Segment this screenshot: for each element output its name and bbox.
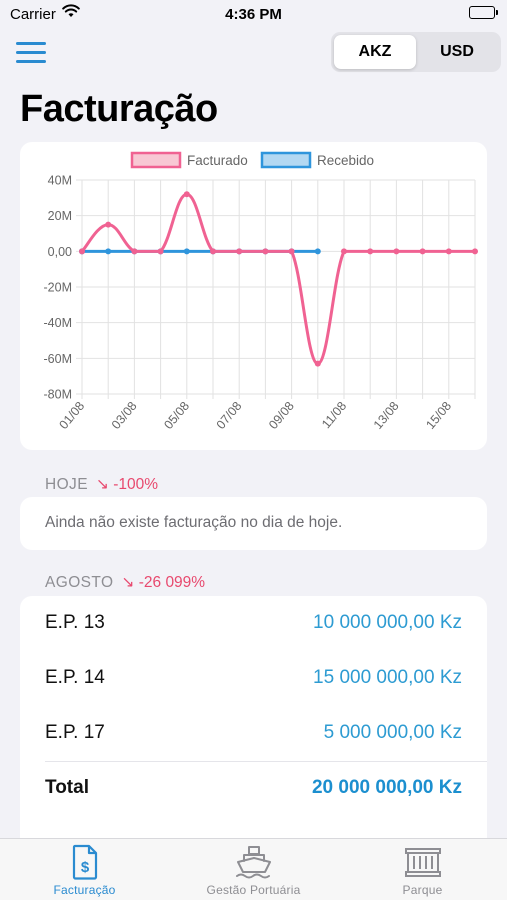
row-value: 5 000 000,00 Kz bbox=[323, 722, 462, 743]
month-card: E.P. 13 10 000 000,00 Kz E.P. 14 15 000 … bbox=[20, 596, 487, 846]
page-title: Facturação bbox=[20, 88, 218, 130]
row-label: E.P. 14 bbox=[45, 667, 105, 688]
total-row: Total 20 000 000,00 Kz bbox=[20, 761, 487, 816]
today-message: Ainda não existe facturação no dia de ho… bbox=[45, 514, 343, 531]
y-tick-label: 20M bbox=[48, 209, 72, 223]
battery-icon bbox=[469, 6, 498, 19]
total-label: Total bbox=[45, 777, 89, 798]
data-point-facturado bbox=[131, 248, 138, 255]
month-label: AGOSTO bbox=[45, 574, 114, 591]
y-tick-label: -40M bbox=[44, 316, 72, 330]
data-point-facturado bbox=[79, 248, 85, 255]
row-label: E.P. 17 bbox=[45, 722, 105, 743]
x-tick-label: 15/08 bbox=[423, 399, 454, 432]
list-item[interactable]: E.P. 17 5 000 000,00 Kz bbox=[20, 706, 487, 761]
y-tick-label: -80M bbox=[44, 388, 72, 402]
y-tick-label: 40M bbox=[48, 174, 72, 188]
tab-bar: $ Facturação Gestão Portuária bbox=[0, 838, 507, 900]
today-trend: ↘ -100% bbox=[95, 476, 159, 493]
row-value: 10 000 000,00 Kz bbox=[313, 612, 462, 633]
legend-swatch-recebido bbox=[260, 151, 312, 169]
data-point-facturado bbox=[210, 248, 216, 255]
data-point-facturado bbox=[445, 248, 452, 255]
svg-text:$: $ bbox=[80, 859, 89, 876]
data-point-facturado bbox=[367, 248, 374, 255]
data-point-facturado bbox=[288, 248, 295, 255]
divider bbox=[45, 761, 487, 762]
x-tick-label: 07/08 bbox=[214, 399, 245, 432]
row-label: E.P. 13 bbox=[45, 612, 105, 633]
legend-swatch-facturado bbox=[130, 151, 182, 169]
row-value: 15 000 000,00 Kz bbox=[313, 667, 462, 688]
x-tick-label: 11/08 bbox=[319, 399, 349, 431]
total-value: 20 000 000,00 Kz bbox=[311, 777, 462, 798]
data-point-recebido bbox=[105, 248, 112, 255]
today-label: HOJE bbox=[45, 476, 88, 493]
currency-option-usd[interactable]: USD bbox=[440, 43, 474, 60]
data-point-facturado bbox=[236, 248, 243, 255]
month-trend: ↘ -26 099% bbox=[121, 574, 206, 591]
carrier-name: Carrier bbox=[10, 6, 56, 23]
data-point-facturado bbox=[105, 221, 112, 228]
data-point-facturado bbox=[341, 248, 347, 255]
today-section-header: HOJE ↘ -100% bbox=[45, 475, 158, 494]
today-card: Ainda não existe facturação no dia de ho… bbox=[20, 497, 487, 550]
data-point-facturado bbox=[262, 248, 269, 255]
x-tick-label: 01/08 bbox=[56, 399, 87, 432]
y-tick-label: 0,00 bbox=[48, 245, 72, 259]
tab-label: Facturação bbox=[53, 883, 116, 897]
tab-gestao-portuaria[interactable]: Gestão Portuária bbox=[169, 839, 338, 900]
list-item[interactable]: E.P. 14 15 000 000,00 Kz bbox=[20, 651, 487, 706]
x-tick-label: 13/08 bbox=[371, 399, 402, 432]
x-tick-label: 05/08 bbox=[161, 399, 192, 432]
data-point-recebido bbox=[183, 248, 190, 255]
ship-icon bbox=[234, 844, 274, 885]
data-point-facturado bbox=[183, 191, 190, 198]
data-point-facturado bbox=[314, 360, 321, 367]
wifi-icon bbox=[62, 4, 80, 22]
data-point-facturado bbox=[419, 248, 426, 255]
legend-label: Recebido bbox=[317, 153, 374, 168]
data-point-facturado bbox=[157, 248, 164, 255]
legend-label: Facturado bbox=[187, 153, 248, 168]
list-item[interactable]: E.P. 13 10 000 000,00 Kz bbox=[20, 596, 487, 651]
tab-label: Parque bbox=[402, 883, 443, 897]
data-point-facturado bbox=[393, 248, 400, 255]
menu-icon[interactable] bbox=[16, 42, 46, 64]
x-tick-label: 09/08 bbox=[266, 399, 297, 432]
tab-parque[interactable]: Parque bbox=[338, 839, 507, 900]
clock: 4:36 PM bbox=[225, 6, 282, 23]
currency-toggle: AKZ USD bbox=[331, 32, 501, 72]
data-point-recebido bbox=[314, 248, 321, 255]
container-icon bbox=[404, 844, 442, 883]
month-section-header: AGOSTO ↘ -26 099% bbox=[45, 573, 205, 592]
invoice-icon: $ bbox=[70, 844, 100, 885]
chart-card: 40M 20M 0,00 -20M -40M -60M -80M 01/08 03/08 05/0… bbox=[20, 142, 487, 450]
x-tick-label: 03/08 bbox=[109, 399, 140, 432]
currency-option-akz[interactable]: AKZ bbox=[334, 35, 416, 69]
y-tick-label: -20M bbox=[44, 281, 72, 295]
data-point-facturado bbox=[472, 248, 478, 255]
tab-label: Gestão Portuária bbox=[206, 883, 301, 897]
tab-facturacao[interactable]: $ Facturação bbox=[0, 839, 169, 900]
series-line-facturado bbox=[80, 192, 477, 366]
status-bar: Carrier 4:36 PM bbox=[0, 0, 507, 28]
y-tick-label: -60M bbox=[44, 352, 72, 366]
